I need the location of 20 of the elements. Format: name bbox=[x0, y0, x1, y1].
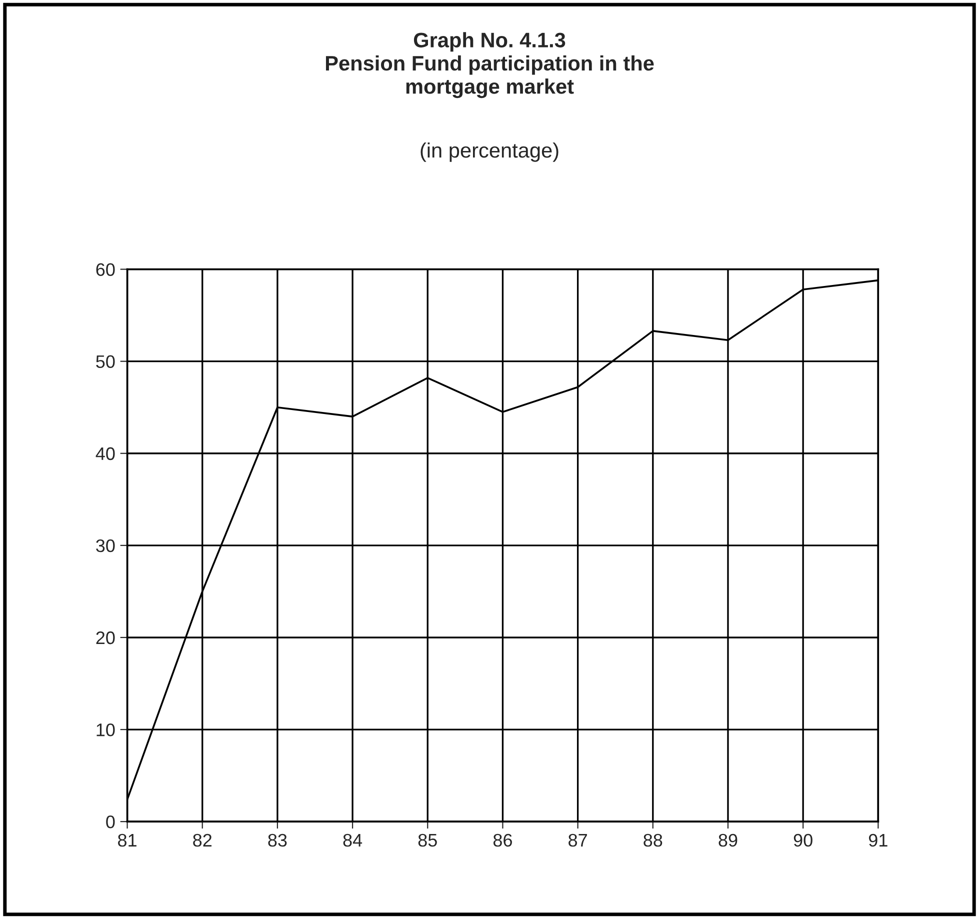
x-tick-label: 89 bbox=[718, 834, 738, 847]
x-tick-label: 83 bbox=[268, 834, 287, 847]
x-tick-label: 82 bbox=[193, 834, 212, 847]
y-tick-label: 20 bbox=[96, 631, 115, 644]
y-tick-label: 10 bbox=[96, 723, 115, 736]
chart-subtitle: (in percentage) bbox=[420, 142, 558, 162]
x-tick-label: 90 bbox=[794, 834, 812, 847]
chart-title: Graph No. 4.1.3 Pension Fund participation in the mortgage market bbox=[326, 32, 654, 98]
y-tick-label: 0 bbox=[106, 816, 115, 828]
x-tick-label: 81 bbox=[118, 834, 136, 847]
y-tick-label: 40 bbox=[96, 447, 115, 460]
x-tick-label: 84 bbox=[343, 834, 362, 847]
y-tick-label: 50 bbox=[96, 355, 115, 368]
y-tick-label: 60 bbox=[96, 263, 115, 276]
x-tick-label: 86 bbox=[493, 834, 512, 847]
x-tick-label: 91 bbox=[868, 834, 888, 847]
x-tick-label: 87 bbox=[568, 834, 587, 847]
x-tick-label: 85 bbox=[418, 834, 437, 847]
y-tick-label: 30 bbox=[96, 539, 115, 552]
x-tick-label: 88 bbox=[644, 834, 662, 847]
